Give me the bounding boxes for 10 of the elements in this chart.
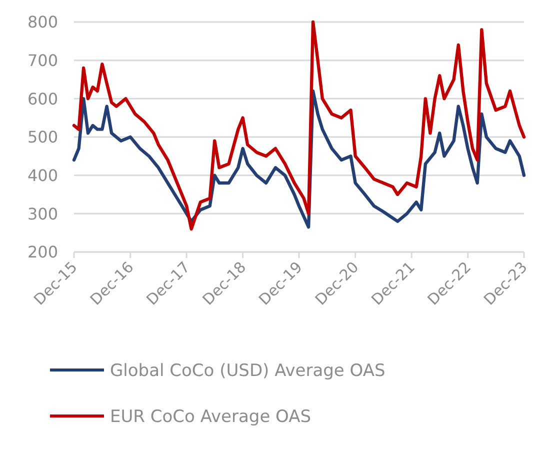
y-tick-label: 400 (27, 166, 58, 185)
y-tick-label: 600 (27, 89, 58, 108)
y-tick-label: 200 (27, 242, 58, 262)
y-tick-label: 500 (27, 128, 58, 147)
y-tick-label: 800 (27, 12, 58, 32)
y-tick-label: 300 (27, 204, 58, 224)
y-tick-label: 700 (27, 50, 58, 70)
legend-label: Global CoCo (USD) Average OAS (110, 360, 386, 381)
legend-label: EUR CoCo Average OAS (110, 406, 312, 427)
line-series (72, 20, 526, 231)
